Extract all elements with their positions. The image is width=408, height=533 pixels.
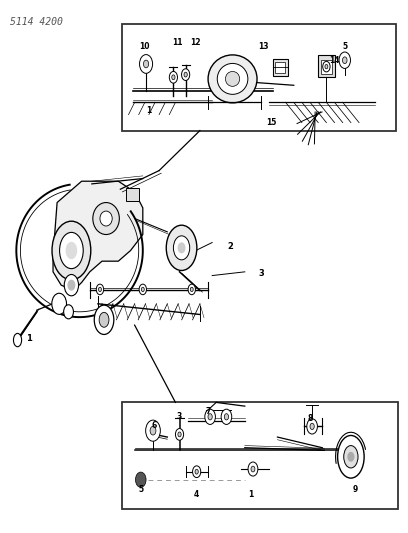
Text: 12: 12: [191, 38, 201, 47]
Text: 10: 10: [140, 42, 150, 51]
Ellipse shape: [52, 293, 67, 314]
Ellipse shape: [139, 284, 146, 295]
Text: 3: 3: [176, 413, 181, 421]
Text: 14: 14: [329, 56, 340, 65]
Ellipse shape: [205, 409, 215, 424]
Text: 13: 13: [258, 43, 268, 51]
Ellipse shape: [182, 69, 190, 80]
Ellipse shape: [144, 60, 149, 68]
Ellipse shape: [135, 472, 146, 487]
Polygon shape: [53, 181, 143, 290]
Ellipse shape: [208, 55, 257, 103]
Ellipse shape: [175, 429, 184, 440]
Ellipse shape: [64, 305, 73, 319]
Ellipse shape: [150, 426, 156, 435]
Ellipse shape: [323, 61, 330, 72]
Text: 7: 7: [205, 407, 211, 416]
Ellipse shape: [325, 64, 328, 69]
Ellipse shape: [221, 409, 232, 424]
Text: 4: 4: [193, 490, 198, 498]
Ellipse shape: [94, 305, 114, 335]
Text: 5: 5: [138, 485, 143, 494]
Ellipse shape: [307, 419, 317, 434]
Text: 5114 4200: 5114 4200: [10, 17, 63, 27]
Text: 15: 15: [266, 118, 277, 127]
Ellipse shape: [96, 284, 104, 295]
Ellipse shape: [52, 221, 91, 280]
Bar: [273, 59, 288, 76]
Ellipse shape: [178, 432, 181, 437]
Text: 9: 9: [353, 485, 357, 494]
Text: 1: 1: [146, 106, 151, 115]
Ellipse shape: [208, 414, 212, 420]
Ellipse shape: [188, 284, 195, 295]
Bar: [275, 62, 285, 73]
Text: 3: 3: [258, 269, 264, 278]
Ellipse shape: [339, 52, 350, 68]
Ellipse shape: [338, 435, 364, 478]
Ellipse shape: [166, 225, 197, 270]
Ellipse shape: [100, 211, 112, 226]
Ellipse shape: [224, 414, 228, 420]
Ellipse shape: [348, 453, 354, 461]
Ellipse shape: [173, 236, 190, 260]
Bar: [318, 55, 335, 77]
Ellipse shape: [193, 466, 201, 478]
Ellipse shape: [64, 274, 78, 296]
Ellipse shape: [248, 462, 258, 476]
Text: 11: 11: [172, 38, 183, 47]
Ellipse shape: [342, 57, 347, 63]
Ellipse shape: [68, 280, 75, 290]
Ellipse shape: [13, 334, 22, 346]
Ellipse shape: [60, 232, 83, 269]
Ellipse shape: [310, 423, 314, 430]
Ellipse shape: [141, 287, 144, 292]
Ellipse shape: [172, 75, 175, 80]
Bar: [122, 402, 398, 509]
Ellipse shape: [169, 71, 177, 83]
Ellipse shape: [140, 54, 153, 74]
Text: 2: 2: [228, 242, 233, 251]
Ellipse shape: [225, 71, 240, 86]
Ellipse shape: [93, 203, 119, 235]
Ellipse shape: [344, 446, 358, 468]
Ellipse shape: [217, 63, 248, 94]
Ellipse shape: [98, 287, 102, 292]
Text: 5: 5: [342, 43, 347, 51]
Ellipse shape: [66, 243, 76, 259]
Text: 8: 8: [307, 414, 313, 423]
Bar: [321, 60, 332, 74]
Ellipse shape: [178, 243, 185, 253]
Ellipse shape: [195, 470, 198, 474]
Ellipse shape: [99, 312, 109, 327]
Bar: [122, 24, 396, 131]
Ellipse shape: [190, 287, 193, 292]
Text: 1: 1: [27, 334, 32, 343]
Ellipse shape: [251, 466, 255, 472]
Ellipse shape: [146, 420, 160, 441]
Ellipse shape: [184, 72, 187, 77]
Text: 6: 6: [152, 421, 157, 430]
Text: 1: 1: [248, 490, 253, 498]
Bar: [126, 188, 139, 201]
